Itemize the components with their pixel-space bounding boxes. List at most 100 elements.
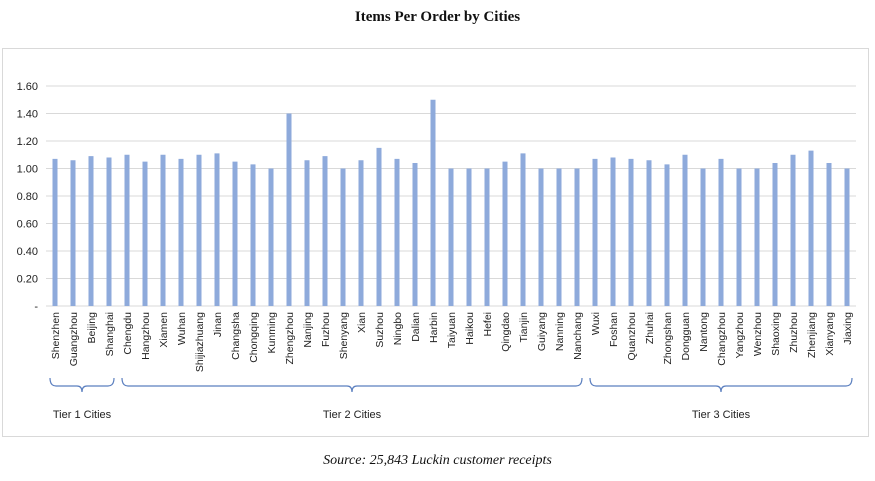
x-tick-label: Wenzhou (752, 312, 764, 356)
bar (286, 113, 292, 306)
bar (430, 99, 436, 306)
bar (250, 164, 256, 306)
bar (304, 160, 310, 306)
x-tick-label: Zhengzhou (284, 312, 296, 365)
x-tick-label: Zhongshan (662, 312, 674, 365)
bar (448, 168, 454, 306)
bar (682, 154, 688, 306)
bar (142, 161, 148, 306)
y-tick-label: 0.80 (17, 191, 38, 203)
x-tick-label: Harbin (428, 312, 440, 343)
bar (340, 168, 346, 306)
bar (808, 150, 814, 306)
group-bracket (49, 377, 115, 393)
bar (718, 158, 724, 306)
x-tick-label: Beijing (86, 312, 98, 344)
bar (412, 163, 418, 306)
bar (52, 158, 58, 306)
x-tick-label: Dongguan (680, 312, 692, 361)
bar (754, 168, 760, 306)
bar (394, 158, 400, 306)
y-tick-label: - (34, 301, 38, 313)
x-tick-label: Guiyang (536, 312, 548, 351)
bar (826, 163, 832, 306)
x-tick-label: Changsha (230, 312, 242, 360)
bar (502, 161, 508, 306)
x-tick-label: Tianjin (518, 312, 530, 343)
bar (592, 158, 598, 306)
x-tick-label: Taiyuan (446, 312, 458, 348)
bar (844, 168, 850, 306)
y-tick-label: 0.40 (17, 246, 38, 258)
y-tick-label: 1.40 (17, 109, 38, 121)
bar (322, 156, 328, 306)
bar (88, 156, 94, 306)
bar (70, 160, 76, 306)
x-tick-label: Zhenjiang (806, 312, 818, 358)
x-tick-label: Guangzhou (68, 312, 80, 366)
x-tick-label: Jiaxing (842, 312, 854, 345)
x-tick-label: Zhuhai (644, 312, 656, 344)
x-tick-label: Foshan (608, 312, 620, 347)
x-tick-label: Wuhan (176, 312, 188, 345)
group-bracket (121, 377, 583, 393)
x-tick-label: Shaoxing (770, 312, 782, 356)
bar (484, 168, 490, 306)
x-tick-label: Hefei (482, 312, 494, 337)
x-tick-label: Shenyang (338, 312, 350, 359)
x-tick-label: Chongqing (248, 312, 260, 363)
source-note: Source: 25,843 Luckin customer receipts (323, 453, 552, 468)
bar (664, 164, 670, 306)
x-tick-label: Shenzhen (50, 312, 62, 359)
bar (124, 154, 130, 306)
x-tick-label: Quanzhou (626, 312, 638, 361)
bar (520, 153, 526, 306)
x-tick-label: Xian (356, 312, 368, 333)
y-tick-label: 0.20 (17, 274, 38, 286)
y-tick-label: 0.60 (17, 219, 38, 231)
group-label: Tier 1 Cities (53, 409, 112, 421)
x-tick-label: Shanghai (104, 312, 116, 356)
bar (700, 168, 706, 306)
x-tick-label: Zhuzhou (788, 312, 800, 353)
x-tick-label: Wuxi (590, 312, 602, 335)
bar (538, 168, 544, 306)
x-tick-label: Nanchang (572, 312, 584, 360)
x-tick-label: Nanning (554, 312, 566, 351)
bar (574, 168, 580, 306)
group-bracket (589, 377, 853, 393)
bar (106, 157, 112, 306)
bar (736, 168, 742, 306)
bar (646, 160, 652, 306)
x-tick-label: Nantong (698, 312, 710, 352)
y-tick-label: 1.60 (17, 81, 38, 93)
bar (610, 157, 616, 306)
bar (376, 147, 382, 306)
x-tick-label: Nanjing (302, 312, 314, 348)
x-tick-label: Xiamen (158, 312, 170, 348)
x-tick-label: Qingdao (500, 312, 512, 352)
bar (772, 163, 778, 306)
bar (178, 158, 184, 306)
x-tick-label: Ningbo (392, 312, 404, 345)
chart-title: Items Per Order by Cities (354, 9, 521, 25)
bar (358, 160, 364, 306)
bar (160, 154, 166, 306)
x-tick-label: Jinan (212, 312, 224, 337)
x-tick-label: Dalian (410, 312, 422, 342)
x-tick-label: Xianyang (824, 312, 836, 356)
x-tick-label: Suzhou (374, 312, 386, 348)
y-tick-label: 1.20 (17, 136, 38, 148)
x-tick-label: Yangzhou (734, 312, 746, 359)
bar (790, 154, 796, 306)
x-tick-label: Haikou (464, 312, 476, 345)
group-label: Tier 3 Cities (692, 409, 751, 421)
bar (232, 161, 238, 306)
bar (214, 153, 220, 306)
y-tick-label: 1.00 (17, 164, 38, 176)
bar (628, 158, 634, 306)
x-tick-label: Chengdu (122, 312, 134, 355)
x-tick-label: Fuzhou (320, 312, 332, 347)
x-tick-label: Changzhou (716, 312, 728, 366)
